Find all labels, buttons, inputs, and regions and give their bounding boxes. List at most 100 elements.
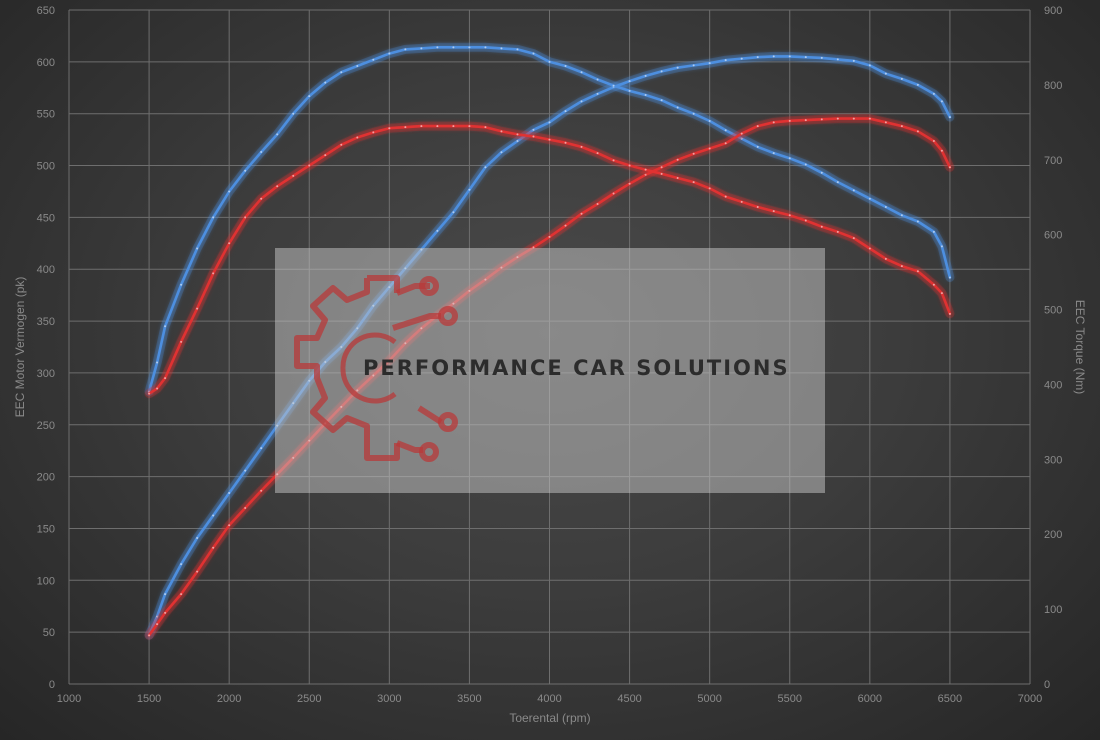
series-3-point xyxy=(292,174,295,177)
y-axis-title: EEC Motor Vermogen (pk) xyxy=(13,277,27,418)
series-0-point xyxy=(804,56,807,59)
series-1-point xyxy=(532,52,535,55)
series-3-point xyxy=(868,247,871,250)
series-0-point xyxy=(740,57,743,60)
series-3-point xyxy=(644,168,647,171)
series-3-point xyxy=(884,257,887,260)
series-1-point xyxy=(516,48,519,51)
series-3-point xyxy=(228,242,231,245)
series-2-point xyxy=(156,623,159,626)
series-2-point xyxy=(228,524,231,527)
series-0-point xyxy=(948,116,951,119)
series-0-point xyxy=(932,92,935,95)
series-2-point xyxy=(940,149,943,152)
series-1-point xyxy=(468,46,471,49)
watermark-brand-text: PERFORMANCE CAR SOLUTIONS xyxy=(363,356,790,380)
series-1-point xyxy=(836,181,839,184)
series-1-point xyxy=(500,47,503,50)
series-2-point xyxy=(820,118,823,121)
series-2-point xyxy=(196,570,199,573)
series-0-point xyxy=(772,55,775,58)
series-0-point xyxy=(452,211,455,214)
series-0-point xyxy=(596,92,599,95)
series-2-point xyxy=(948,166,951,169)
y2-tick-label: 100 xyxy=(1044,604,1062,616)
series-0-point xyxy=(852,59,855,62)
series-2-point xyxy=(644,173,647,176)
series-3-point xyxy=(180,340,183,343)
series-3-point xyxy=(340,143,343,146)
series-0-point xyxy=(708,62,711,65)
series-2-point xyxy=(852,117,855,120)
series-1-point xyxy=(564,64,567,67)
series-1-point xyxy=(436,46,439,49)
series-1-point xyxy=(548,60,551,63)
series-0-point xyxy=(436,229,439,232)
series-0-point xyxy=(228,492,231,495)
series-3-point xyxy=(164,377,167,380)
series-2-point xyxy=(772,121,775,124)
y2-tick-label: 0 xyxy=(1044,679,1050,691)
series-1-point xyxy=(196,247,199,250)
series-3-point xyxy=(596,152,599,155)
series-0-point xyxy=(580,100,583,103)
series-0-point xyxy=(548,121,551,124)
y-tick-label: 0 xyxy=(49,679,55,691)
series-2-point xyxy=(900,125,903,128)
series-0-point xyxy=(724,59,727,62)
series-0-point xyxy=(676,66,679,69)
series-1-point xyxy=(308,95,311,98)
series-1-point xyxy=(932,230,935,233)
series-1-point xyxy=(276,133,279,136)
series-3-point xyxy=(452,125,455,128)
x-tick-label: 6000 xyxy=(858,693,882,705)
series-1-point xyxy=(404,48,407,51)
series-1-point xyxy=(420,47,423,50)
series-2-point xyxy=(804,119,807,122)
series-3-point xyxy=(916,270,919,273)
series-2-point xyxy=(244,507,247,510)
gear-circuit-logo-icon xyxy=(294,275,458,462)
series-3-point xyxy=(660,172,663,175)
x-tick-label: 5000 xyxy=(697,693,721,705)
series-2-point xyxy=(628,182,631,185)
series-1-point xyxy=(212,216,215,219)
y2-tick-label: 400 xyxy=(1044,379,1062,391)
series-3-point xyxy=(548,138,551,141)
series-3-point xyxy=(676,176,679,179)
series-3-point xyxy=(532,135,535,138)
series-3-point xyxy=(244,216,247,219)
series-2-point xyxy=(612,192,615,195)
series-3-point xyxy=(212,272,215,275)
x-tick-label: 4500 xyxy=(617,693,641,705)
series-1-point xyxy=(180,283,183,286)
series-1-point xyxy=(156,361,159,364)
series-1-point xyxy=(628,89,631,92)
series-3-point xyxy=(420,125,423,128)
y2-tick-label: 800 xyxy=(1044,80,1062,92)
series-0-point xyxy=(564,110,567,113)
y-tick-label: 600 xyxy=(37,57,55,69)
series-3-point xyxy=(564,141,567,144)
series-3-point xyxy=(324,154,327,157)
series-3-point xyxy=(724,195,727,198)
series-3-point xyxy=(356,136,359,139)
x-tick-label: 5500 xyxy=(778,693,802,705)
series-1-point xyxy=(484,46,487,49)
x-tick-label: 6500 xyxy=(938,693,962,705)
series-1-point xyxy=(692,112,695,115)
series-3-point xyxy=(836,230,839,233)
series-1-point xyxy=(788,157,791,160)
series-2-point xyxy=(180,593,183,596)
series-1-point xyxy=(756,145,759,148)
series-3-point xyxy=(772,210,775,213)
series-0-point xyxy=(212,514,215,517)
series-0-point xyxy=(516,140,519,143)
y-tick-label: 300 xyxy=(37,368,55,380)
series-0-point xyxy=(692,64,695,67)
series-1-point xyxy=(948,276,951,279)
series-0-point xyxy=(820,56,823,59)
y-tick-label: 350 xyxy=(37,316,55,328)
series-1-point xyxy=(580,71,583,74)
series-2-point xyxy=(164,611,167,614)
